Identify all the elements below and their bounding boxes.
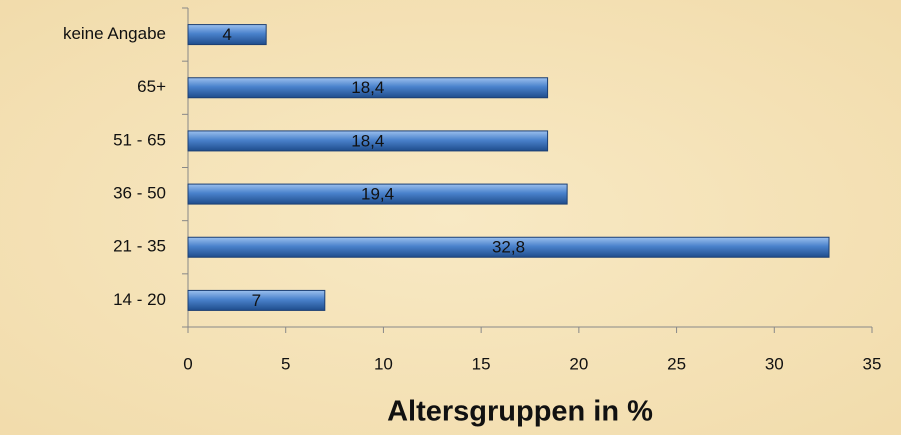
value-label: 4 <box>222 25 231 44</box>
x-tick-label: 25 <box>667 354 686 373</box>
y-tick-label: 21 - 35 <box>113 237 166 256</box>
bar <box>187 289 326 311</box>
bar <box>187 236 830 258</box>
bar <box>187 77 549 99</box>
value-label: 32,8 <box>492 238 525 257</box>
y-tick-label: 65+ <box>137 77 166 96</box>
y-tick-label: 14 - 20 <box>113 290 166 309</box>
x-tick-label: 0 <box>183 354 192 373</box>
value-label: 7 <box>252 291 261 310</box>
chart-title: Altersgruppen in % <box>387 396 653 428</box>
bar <box>187 183 568 205</box>
y-tick-label: 51 - 65 <box>113 130 166 149</box>
x-tick-label: 15 <box>472 354 491 373</box>
value-label: 18,4 <box>351 131 384 150</box>
bar <box>187 130 549 152</box>
value-label: 18,4 <box>351 78 384 97</box>
y-tick-label: 36 - 50 <box>113 184 166 203</box>
x-tick-label: 10 <box>374 354 393 373</box>
x-tick-label: 30 <box>765 354 784 373</box>
x-tick-label: 5 <box>281 354 290 373</box>
value-label: 19,4 <box>361 185 394 204</box>
bar <box>187 24 267 46</box>
x-tick-label: 20 <box>569 354 588 373</box>
x-tick-label: 35 <box>863 354 882 373</box>
y-tick-label: keine Angabe <box>63 24 166 43</box>
